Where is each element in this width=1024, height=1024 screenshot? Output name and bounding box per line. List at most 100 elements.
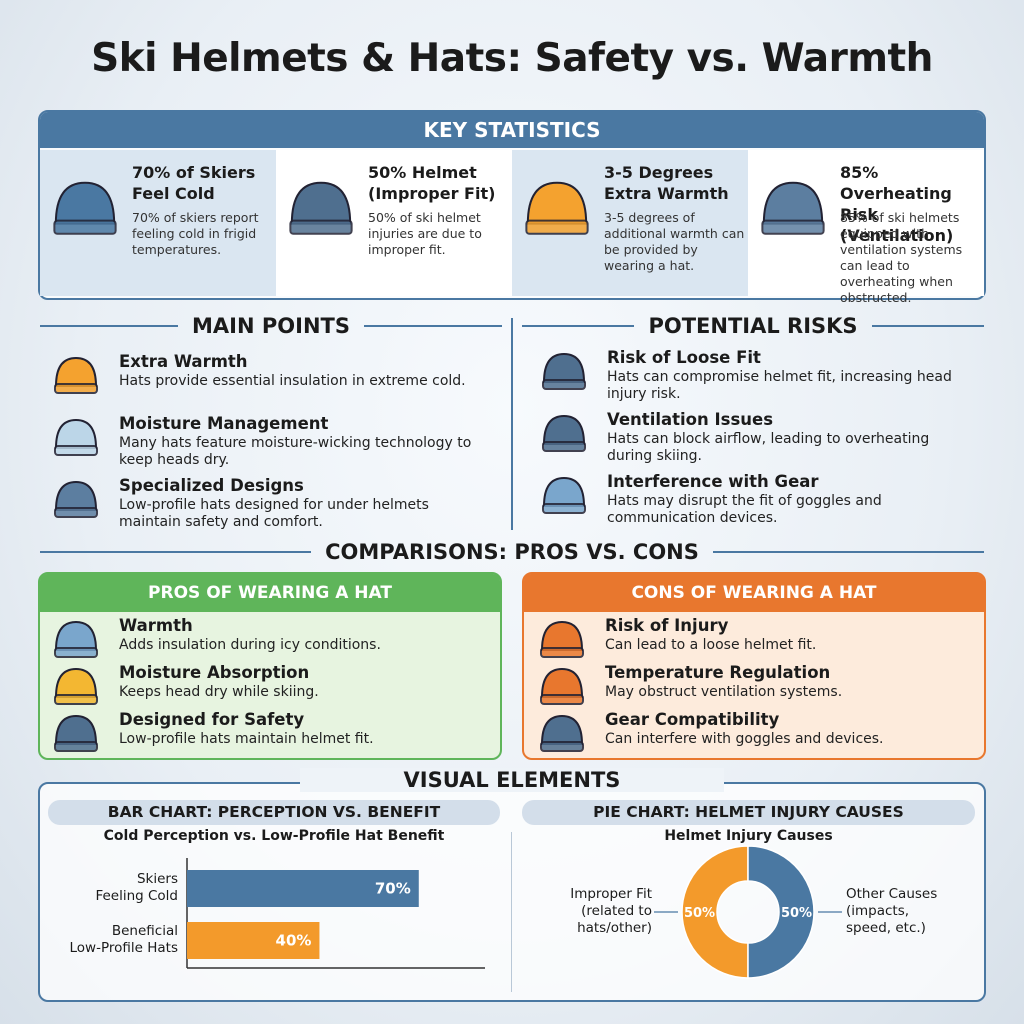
item-icon	[538, 616, 586, 668]
page-title: Ski Helmets & Hats: Safety vs. Warmth	[91, 36, 933, 81]
item-icon	[52, 710, 100, 762]
risks-header: POTENTIAL RISKS	[522, 314, 985, 338]
item-icon	[540, 348, 588, 400]
icon-shape	[540, 694, 584, 705]
main-points-heading: MAIN POINTS	[192, 314, 350, 338]
icon-shape	[289, 219, 353, 235]
stat-card: 50% Helmet (Improper Fit) 50% of ski helm…	[276, 150, 512, 296]
item-title: Interference with Gear	[607, 472, 819, 491]
item-text: Low-profile hats designed for under helm…	[119, 497, 429, 530]
bar	[187, 922, 320, 959]
icon-shape	[526, 181, 588, 225]
icon-shape	[542, 414, 586, 445]
slice-category: Improper Fit (related to hats/other)	[570, 886, 652, 936]
icon-shape	[54, 383, 98, 394]
category-label: Skiers Feeling Cold	[95, 871, 178, 904]
rule	[871, 325, 985, 327]
icon-shape	[54, 694, 98, 705]
icon	[525, 181, 589, 235]
category-label: Beneficial Low-Profile Hats	[69, 923, 178, 956]
item-title: Moisture Management	[119, 414, 329, 433]
icon-shape	[54, 507, 98, 518]
cons-heading: CONS OF WEARING A HAT	[524, 574, 984, 612]
icon-shape	[540, 667, 584, 698]
icon-shape	[54, 714, 98, 745]
icon	[542, 476, 586, 514]
value-label: 70%	[375, 880, 411, 898]
stat-text: 85% of ski helmets equipped with ventila…	[840, 210, 963, 305]
slice-label: 50%	[781, 906, 812, 921]
icon	[542, 352, 586, 390]
comparisons-heading: COMPARISONS: PROS VS. CONS	[325, 540, 699, 564]
item-text: Hats provide essential insulation in ext…	[119, 373, 466, 389]
icon-shape	[54, 741, 98, 752]
stat-text: 3-5 degrees of additional warmth can be …	[604, 210, 745, 273]
icon	[54, 714, 98, 752]
key-stats-heading: KEY STATISTICS	[40, 112, 984, 148]
icon-shape	[542, 379, 586, 390]
item-text: May obstruct ventilation systems.	[605, 684, 843, 700]
icon-shape	[54, 667, 98, 698]
item-text: Many hats feature moisture-wicking techn…	[119, 435, 472, 468]
icon	[53, 181, 117, 235]
stat-icon	[50, 174, 120, 258]
icon-shape	[54, 445, 98, 456]
comparisons-header: COMPARISONS: PROS VS. CONS	[40, 540, 985, 564]
item-text: Low-profile hats maintain helmet fit.	[119, 731, 374, 747]
stat-title: 70% of Skiers Feel Cold	[132, 163, 256, 203]
pie-heading: PIE CHART: HELMET INJURY CAUSES	[522, 800, 975, 825]
slice-category: Other Causes (impacts, speed, etc.)	[846, 886, 938, 936]
icon-shape	[540, 647, 584, 658]
item-icon	[52, 663, 100, 715]
stat-title: 85% Overheating Risk (Ventilation)	[840, 163, 954, 245]
stat-text: 70% of skiers report feeling cold in fri…	[132, 210, 259, 257]
item-title: Risk of Loose Fit	[607, 348, 761, 367]
icon-shape	[54, 418, 98, 449]
rule	[40, 551, 312, 553]
icon-shape	[525, 219, 589, 235]
stat-icon	[286, 174, 356, 258]
stat-title: 50% Helmet (Improper Fit)	[368, 163, 496, 203]
icon-shape	[290, 181, 352, 225]
icon-shape	[54, 356, 98, 387]
item-text: Keeps head dry while skiing.	[119, 684, 319, 700]
divider	[511, 832, 512, 992]
item-icon	[52, 616, 100, 668]
icon-shape	[542, 503, 586, 514]
icon-shape	[540, 620, 584, 651]
bar-heading: BAR CHART: PERCEPTION VS. BENEFIT	[48, 800, 500, 825]
main-points-header: MAIN POINTS	[40, 314, 502, 338]
icon	[761, 181, 825, 235]
item-icon	[540, 410, 588, 462]
icon	[54, 418, 98, 456]
icon-shape	[542, 476, 586, 507]
item-text: Can lead to a loose helmet fit.	[605, 637, 817, 653]
item-icon	[538, 663, 586, 715]
risks-heading: POTENTIAL RISKS	[648, 314, 858, 338]
pie-slice	[681, 845, 749, 979]
icon-shape	[54, 647, 98, 658]
item-text: Hats can block airflow, leading to overh…	[607, 431, 930, 464]
pie-slice	[747, 845, 815, 979]
icon	[540, 714, 584, 752]
stat-card: 3-5 Degrees Extra Warmth 3-5 degrees of a…	[512, 150, 748, 296]
item-text: Can interfere with goggles and devices.	[605, 731, 884, 747]
divider	[511, 318, 513, 530]
icon-shape	[54, 480, 98, 511]
item-title: Warmth	[119, 616, 193, 635]
icon-shape	[762, 181, 824, 225]
pros-box: PROS OF WEARING A HAT	[38, 572, 502, 760]
item-icon	[538, 710, 586, 762]
cons-box: CONS OF WEARING A HAT	[522, 572, 986, 760]
rule	[40, 325, 179, 327]
icon	[540, 667, 584, 705]
item-icon	[52, 352, 100, 404]
visual-heading: VISUAL ELEMENTS	[403, 768, 621, 792]
stat-card: 70% of Skiers Feel Cold 70% of skiers rep…	[40, 150, 276, 296]
item-title: Designed for Safety	[119, 710, 305, 729]
stat-text: 50% of ski helmet injuries are due to im…	[368, 210, 482, 257]
stat-icon	[758, 174, 828, 258]
icon-shape	[542, 441, 586, 452]
rule	[363, 325, 502, 327]
